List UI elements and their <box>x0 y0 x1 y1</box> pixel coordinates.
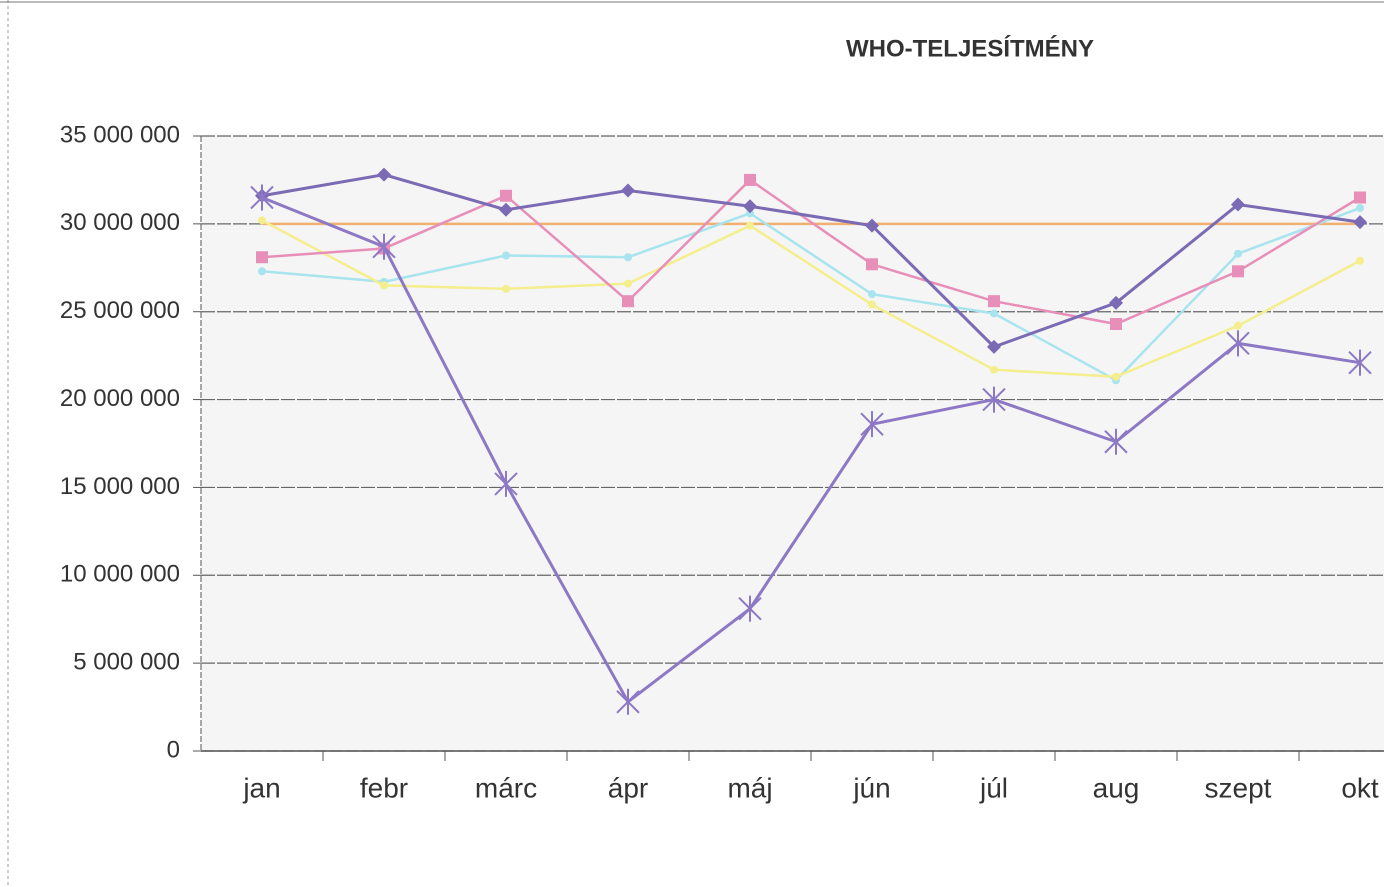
marker <box>990 309 998 318</box>
marker <box>624 279 632 288</box>
marker <box>1234 249 1242 258</box>
marker <box>1109 295 1123 310</box>
marker <box>982 386 1006 413</box>
marker <box>1356 204 1364 213</box>
marker <box>500 189 512 202</box>
marker <box>1110 318 1122 331</box>
y-tick-label: 10 000 000 <box>60 561 180 588</box>
series-line <box>261 173 1361 349</box>
marker <box>868 300 876 309</box>
x-tick-label: okt <box>1341 772 1379 803</box>
y-tick-label: 5 000 000 <box>73 648 180 675</box>
marker <box>494 470 518 497</box>
series-line <box>261 219 1361 378</box>
x-tick-label: márc <box>475 772 537 803</box>
marker <box>866 258 878 271</box>
marker <box>1356 256 1364 265</box>
marker <box>990 365 998 374</box>
x-tick-label: máj <box>727 772 772 803</box>
series-line <box>261 178 1361 326</box>
y-tick-label: 30 000 000 <box>60 209 180 236</box>
marker <box>1104 428 1128 455</box>
y-tick-label: 20 000 000 <box>60 385 180 412</box>
marker <box>1226 330 1250 357</box>
x-tick-label: júl <box>979 772 1008 803</box>
plot-area <box>201 136 1384 751</box>
marker <box>377 167 391 182</box>
x-tick-label: ápr <box>608 772 648 803</box>
marker <box>502 284 510 293</box>
marker <box>499 202 513 217</box>
marker <box>380 281 388 290</box>
marker <box>1348 349 1372 376</box>
series-line <box>261 196 1361 705</box>
x-tick-label: aug <box>1093 772 1140 803</box>
y-tick-label: 25 000 000 <box>60 297 180 324</box>
series-line <box>261 206 1361 382</box>
marker <box>1354 191 1366 204</box>
marker <box>746 209 754 218</box>
marker <box>502 251 510 260</box>
marker <box>1234 321 1242 330</box>
marker <box>865 218 879 233</box>
marker <box>1231 197 1245 212</box>
x-tick-label: jan <box>242 772 280 803</box>
marker <box>250 184 274 211</box>
marker <box>622 295 634 308</box>
marker <box>868 290 876 299</box>
marker <box>743 199 757 214</box>
x-tick-label: jún <box>852 772 890 803</box>
marker <box>1353 215 1367 230</box>
y-tick-label: 15 000 000 <box>60 473 180 500</box>
x-tick-label: szept <box>1205 772 1272 803</box>
marker <box>1232 265 1244 278</box>
marker <box>372 233 396 260</box>
marker <box>746 221 754 230</box>
marker <box>987 339 1001 354</box>
marker <box>256 251 268 264</box>
marker <box>1112 372 1120 381</box>
chart-title: WHO-TELJESÍTMÉNY <box>846 34 1094 62</box>
marker <box>744 173 756 186</box>
marker <box>258 267 266 276</box>
marker <box>860 411 884 438</box>
marker <box>621 183 635 198</box>
marker <box>738 595 762 622</box>
marker <box>988 295 1000 308</box>
marker <box>616 688 640 715</box>
marker <box>258 216 266 225</box>
marker <box>624 253 632 262</box>
y-tick-label: 35 000 000 <box>60 121 180 148</box>
x-tick-label: febr <box>360 772 408 803</box>
y-tick-label: 0 <box>167 736 180 763</box>
